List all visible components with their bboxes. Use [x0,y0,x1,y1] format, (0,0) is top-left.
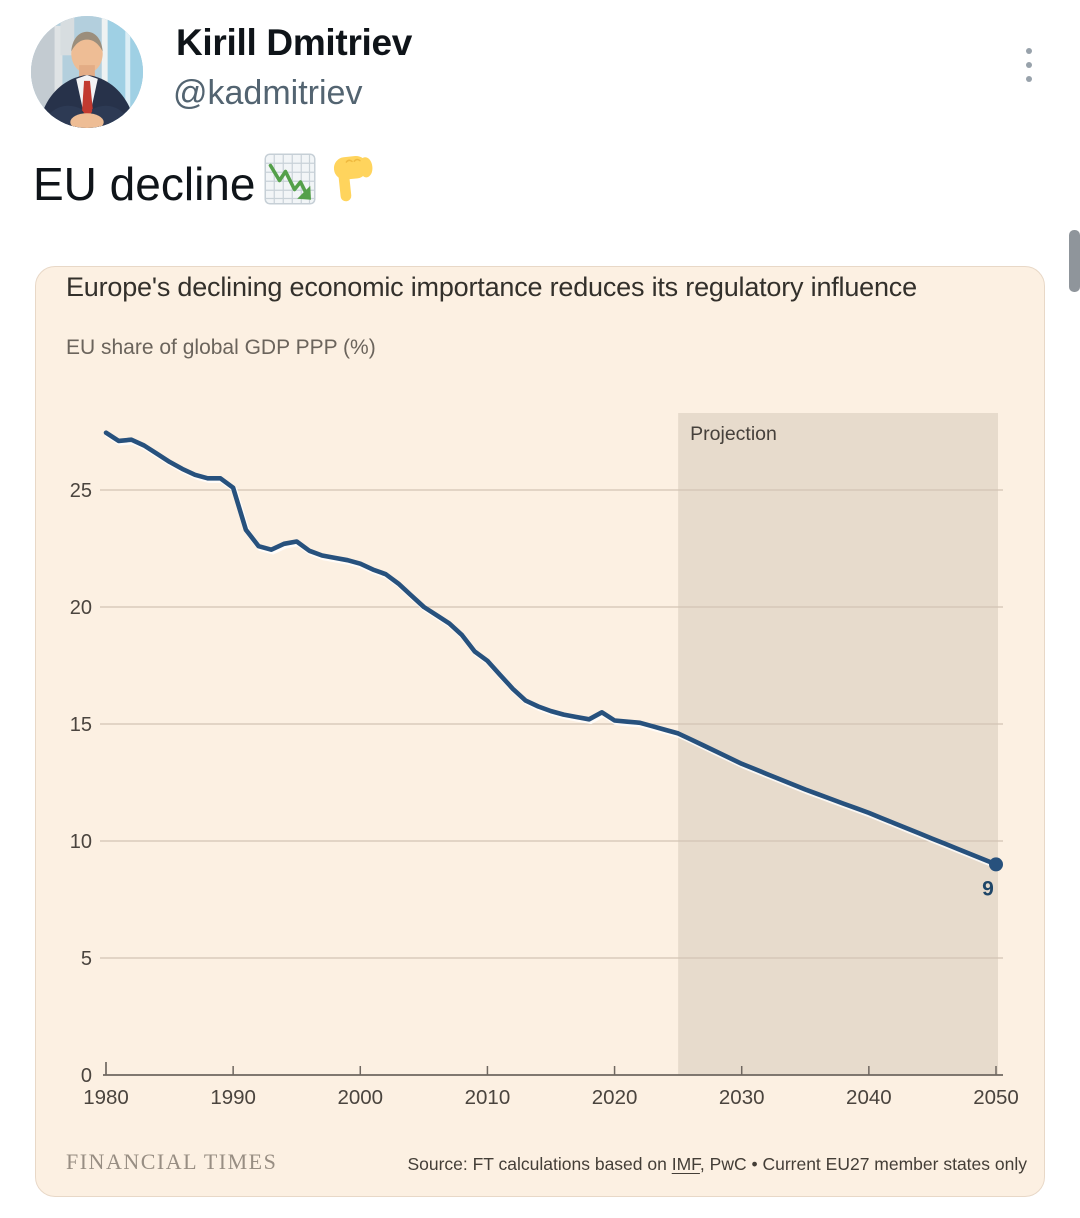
y-tick-label: 25 [70,480,92,502]
y-tick-label: 10 [70,831,92,853]
tweet-text-label: EU decline [33,158,256,210]
backhand-index-pointing-down-emoji-icon [325,153,377,216]
x-tick-label: 1990 [210,1086,256,1109]
gdp-chart: 0 5 10 15 20 25 1980 1990 2000 2010 2020 2030 2040 20… [70,413,1019,1109]
x-tick-label: 2000 [337,1086,383,1109]
y-tick-label: 0 [81,1065,92,1087]
y-tick-label: 5 [81,948,92,970]
author-name[interactable]: Kirill Dmitriev [176,22,413,63]
x-tick-label: 1980 [83,1086,129,1109]
chart-title: Europe's declining economic importance r… [66,272,917,302]
source-suffix: , PwC • Current EU27 member states only [699,1154,1027,1174]
avatar[interactable] [31,16,143,128]
x-tick-label: 2040 [846,1086,892,1109]
x-tick-label: 2050 [973,1086,1019,1109]
source-note: Source: FT calculations based on IMF, Pw… [407,1154,1027,1175]
y-tick-label: 15 [70,714,92,736]
source-prefix: Source: FT calculations based on [407,1154,672,1174]
avatar-portrait [31,16,143,128]
more-options-icon[interactable] [1014,40,1044,90]
financial-times-logo: FINANCIAL TIMES [66,1149,278,1174]
x-tick-label: 2010 [465,1086,511,1109]
data-line [103,430,999,867]
end-point [989,857,1003,872]
projection-band [678,413,998,1075]
chart-decreasing-emoji-icon [263,152,317,217]
projection-label: Projection [690,423,777,445]
x-tick-label: 2030 [719,1086,765,1109]
chart-subtitle: EU share of global GDP PPP (%) [66,336,376,359]
y-tick-label: 20 [70,597,92,619]
source-imf-link: IMF [671,1154,700,1174]
tweet-text: EU decline [33,152,377,216]
x-tick-label: 2020 [592,1086,638,1109]
chart-card[interactable]: 0 5 10 15 20 25 1980 1990 2000 2010 2020 2030 2040 20… [35,266,1045,1197]
scrollbar-thumb[interactable] [1069,230,1080,292]
end-point-label: 9 [982,877,994,900]
author-handle[interactable]: @kadmitriev [173,74,363,112]
